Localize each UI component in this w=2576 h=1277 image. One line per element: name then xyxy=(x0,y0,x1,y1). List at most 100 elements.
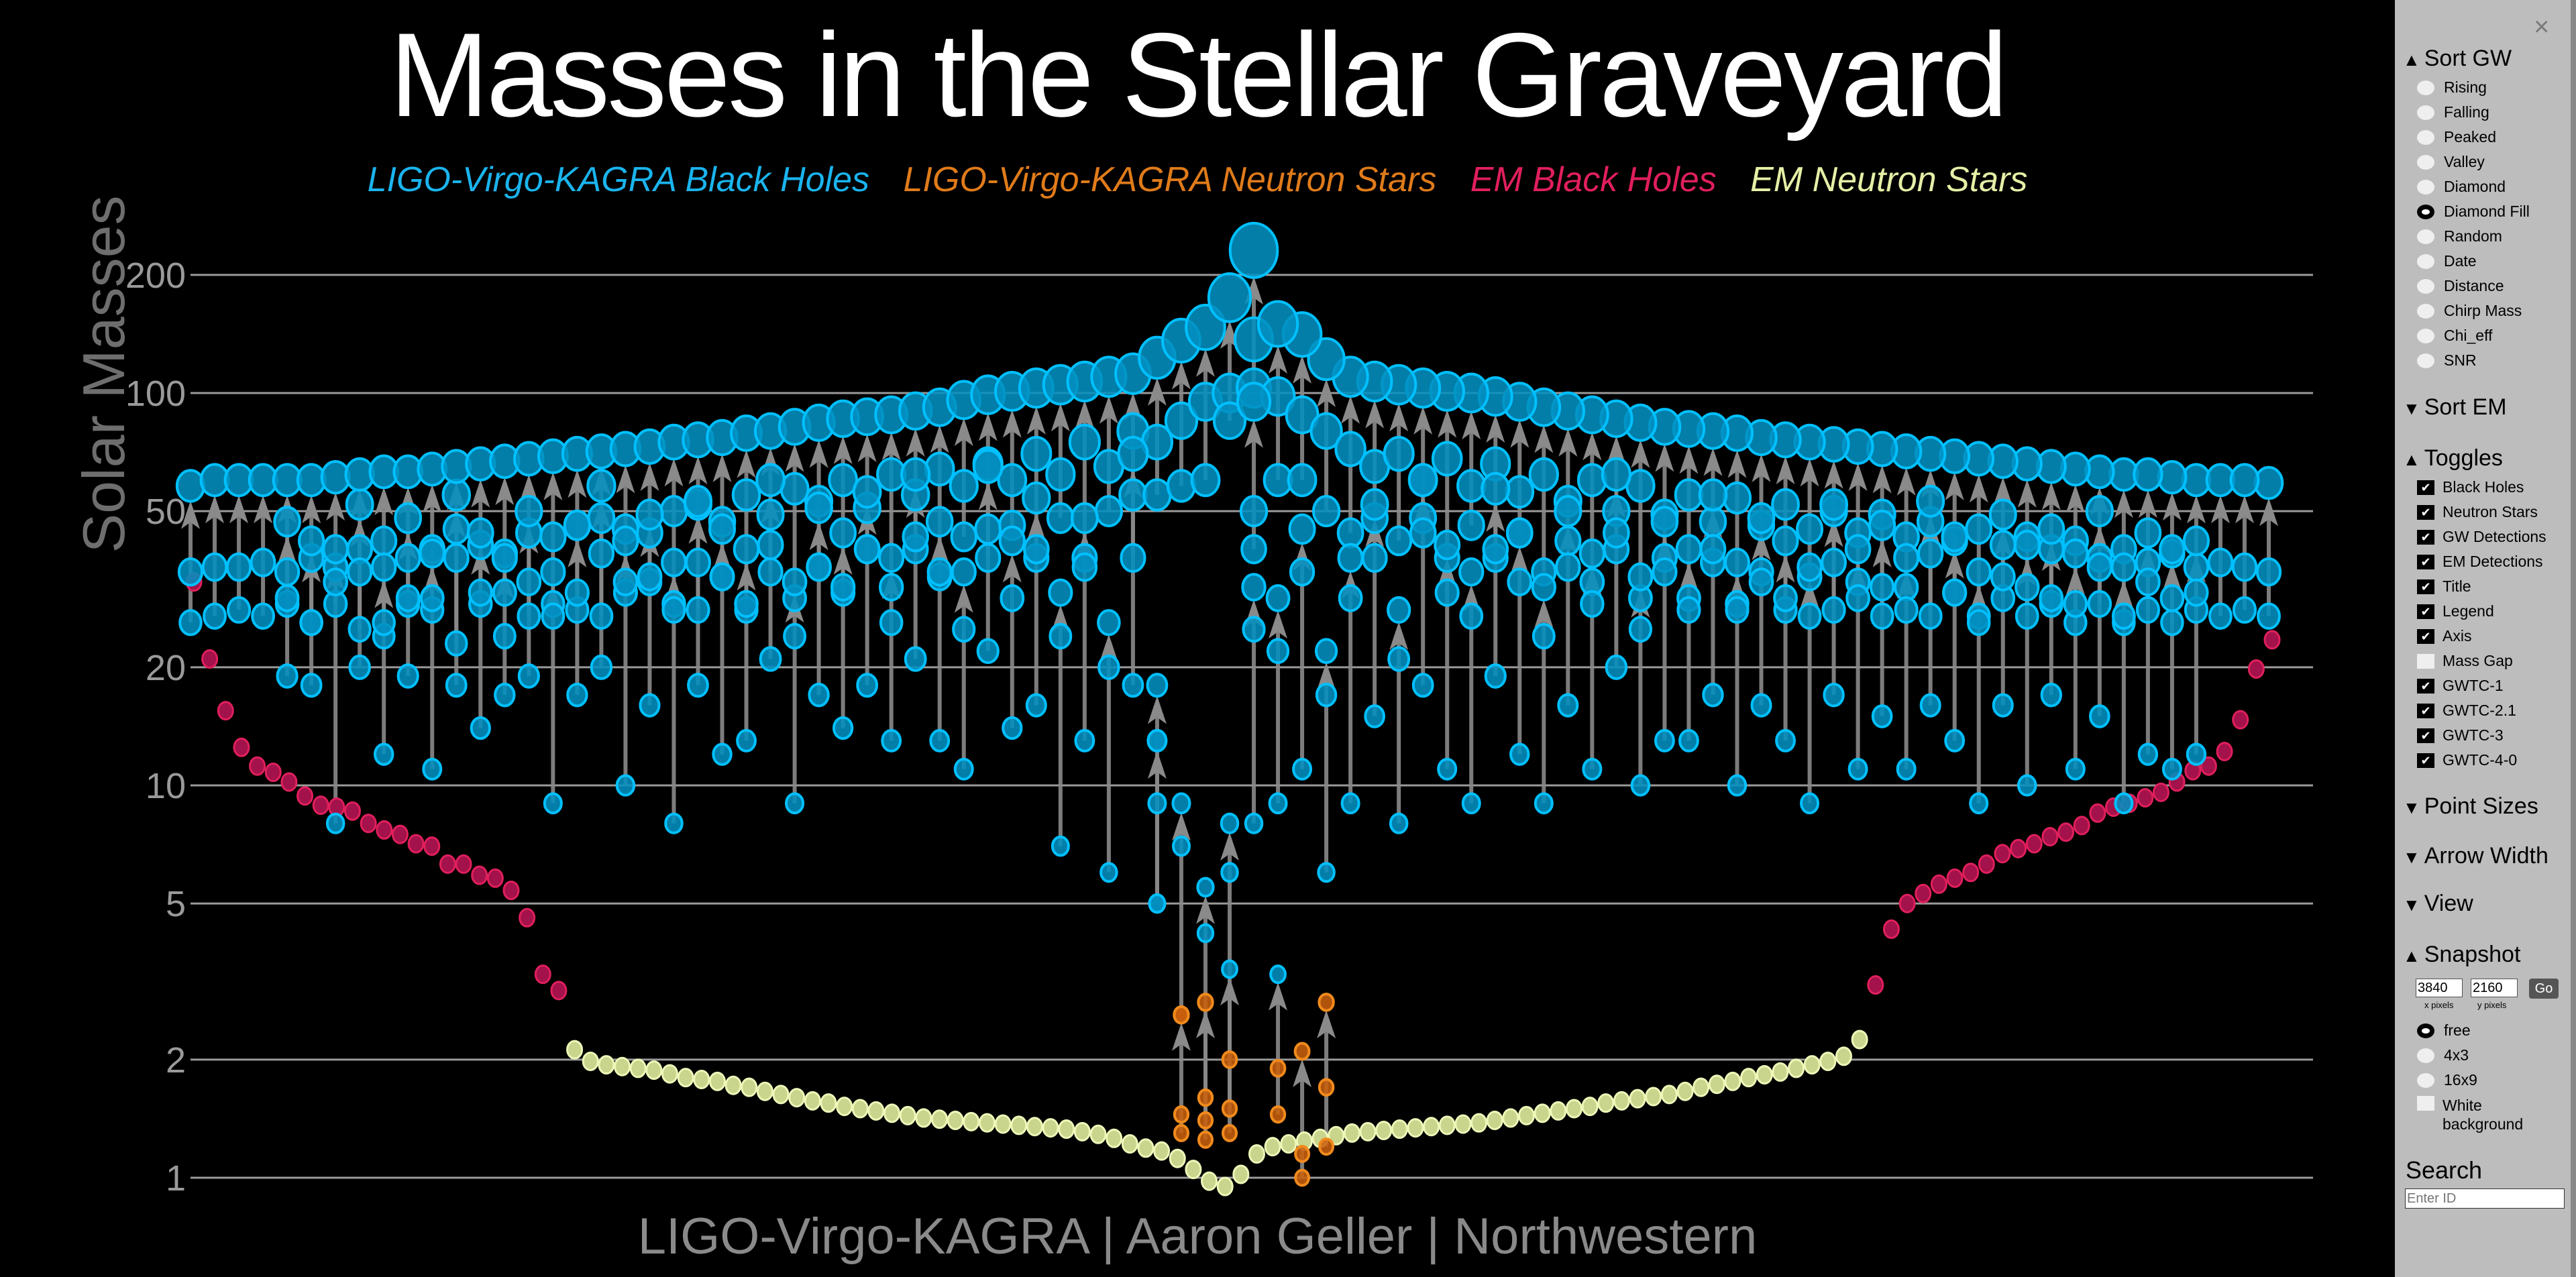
gw-component-black-hole xyxy=(1699,506,1727,538)
toggle-neutron-stars[interactable]: ✔ Neutron Stars xyxy=(2417,503,2538,521)
toggle-mass-gap[interactable]: Mass Gap xyxy=(2417,652,2513,670)
sort-gw-header[interactable]: ▲ Sort GW xyxy=(2403,46,2512,72)
gw-component-neutron-star xyxy=(1294,1168,1310,1187)
toggle-legend[interactable]: ✔ Legend xyxy=(2417,602,2494,620)
gw-arrowhead xyxy=(1317,1010,1336,1039)
sort-option-chi-eff[interactable]: Chi_eff xyxy=(2417,327,2492,345)
arrow-width-header-label: Arrow Width xyxy=(2424,843,2548,869)
gw-arrowhead xyxy=(1002,554,1022,583)
collapse-triangle-icon: ▲ xyxy=(2403,946,2420,966)
gw-component-black-hole xyxy=(2257,602,2281,630)
point-sizes-header[interactable]: ▼ Point Sizes xyxy=(2403,793,2538,820)
sidebar-scrollbar[interactable] xyxy=(2571,0,2576,1277)
sort-option-distance[interactable]: Distance xyxy=(2417,277,2504,295)
em-neutron-star-point xyxy=(756,1081,773,1101)
sort-em-header[interactable]: ▼ Sort EM xyxy=(2403,394,2507,421)
snapshot-y-input[interactable] xyxy=(2471,979,2518,997)
snapshot-header[interactable]: ▲ Snapshot xyxy=(2403,942,2520,968)
gw-remnant-black-hole xyxy=(2182,525,2210,557)
gw-arrowhead xyxy=(954,584,973,613)
gw-remnant-black-hole xyxy=(441,478,472,512)
em-neutron-star-point xyxy=(1042,1118,1059,1138)
expand-triangle-icon: ▼ xyxy=(2403,398,2420,419)
aspect-option-16x9[interactable]: 16x9 xyxy=(2417,1071,2477,1089)
toggle-title[interactable]: ✔ Title xyxy=(2417,577,2471,596)
gw-component-black-hole xyxy=(1051,835,1070,857)
toggle-black-holes[interactable]: ✔ Black Holes xyxy=(2417,478,2524,496)
snapshot-go-button[interactable]: Go xyxy=(2529,979,2559,999)
gw-component-black-hole xyxy=(517,602,541,630)
toggle-gwtc-4-0[interactable]: ✔ GWTC-4-0 xyxy=(2417,751,2517,769)
toggle-axis[interactable]: ✔ Axis xyxy=(2417,627,2471,645)
gw-component-black-hole xyxy=(1628,616,1653,643)
legend-em-black-holes: EM Black Holes xyxy=(1470,160,1717,199)
snapshot-x-input[interactable] xyxy=(2416,979,2463,997)
gw-component-neutron-star xyxy=(1294,1145,1311,1163)
gw-arrowhead xyxy=(2162,492,2182,521)
gw-component-black-hole xyxy=(1364,704,1385,728)
gw-arrowhead xyxy=(1002,409,1022,438)
radio-icon xyxy=(2417,1048,2434,1063)
toggle-gwtc-1[interactable]: ✔ GWTC-1 xyxy=(2417,677,2504,695)
sort-option-rising[interactable]: Rising xyxy=(2417,78,2487,97)
checkbox-icon: ✔ xyxy=(2417,554,2434,569)
sort-option-diamond[interactable]: Diamond xyxy=(2417,178,2506,196)
em-neutron-star-point xyxy=(1502,1108,1519,1128)
gw-component-black-hole xyxy=(1676,596,1701,624)
aspect-option-free[interactable]: free xyxy=(2417,1021,2471,1040)
gw-remnant-black-hole xyxy=(661,547,687,577)
gw-component-black-hole xyxy=(300,673,323,698)
sort-option-valley[interactable]: Valley xyxy=(2417,153,2485,171)
gw-arrowhead xyxy=(1195,348,1215,377)
white-background-toggle[interactable]: White background xyxy=(2417,1096,2523,1133)
radio-icon xyxy=(2417,328,2434,343)
option-label: Diamond xyxy=(2444,178,2506,195)
gw-arrowhead xyxy=(688,515,708,544)
gw-arrowhead xyxy=(1075,400,1094,429)
close-icon[interactable]: × xyxy=(2534,12,2550,42)
sort-option-peaked[interactable]: Peaked xyxy=(2417,128,2496,146)
view-header[interactable]: ▼ View xyxy=(2403,891,2473,917)
search-input[interactable] xyxy=(2405,1188,2565,1209)
em-black-hole-point xyxy=(360,814,377,834)
arrow-width-header[interactable]: ▼ Arrow Width xyxy=(2403,843,2548,869)
sort-option-snr[interactable]: SNR xyxy=(2417,351,2477,370)
sort-option-diamond-fill[interactable]: Diamond Fill xyxy=(2417,203,2530,221)
gw-remnant-neutron-star xyxy=(1318,993,1335,1012)
sort-option-date[interactable]: Date xyxy=(2417,252,2477,270)
gw-arrowhead xyxy=(1534,599,1554,628)
toggle-gwtc-3[interactable]: ✔ GWTC-3 xyxy=(2417,726,2504,744)
toggle-em-detections[interactable]: ✔ EM Detections xyxy=(2417,553,2543,571)
gw-arrowhead xyxy=(1269,610,1288,638)
gw-component-black-hole xyxy=(756,498,785,531)
gw-remnant-black-hole xyxy=(297,525,325,557)
toggle-gwtc-2-1[interactable]: ✔ GWTC-2.1 xyxy=(2417,702,2516,720)
em-neutron-star-point xyxy=(1201,1171,1218,1191)
gw-arrowhead xyxy=(2114,490,2133,518)
gw-arrowhead xyxy=(930,425,949,453)
point-sizes-header-label: Point Sizes xyxy=(2424,793,2538,819)
gw-component-black-hole xyxy=(1652,557,1678,587)
sort-option-falling[interactable]: Falling xyxy=(2417,103,2489,121)
em-neutron-star-point xyxy=(1629,1089,1646,1109)
gw-component-black-hole xyxy=(445,673,468,698)
gw-component-black-hole xyxy=(1166,469,1197,503)
em-neutron-star-point xyxy=(1232,1164,1250,1184)
sort-option-chirp-mass[interactable]: Chirp Mass xyxy=(2417,302,2522,320)
em-neutron-star-point xyxy=(1106,1128,1123,1148)
gw-component-black-hole xyxy=(347,616,372,643)
gw-arrowhead xyxy=(1607,435,1626,464)
aspect-option-4x3[interactable]: 4x3 xyxy=(2417,1046,2469,1064)
gw-remnant-black-hole xyxy=(755,463,786,498)
gw-component-black-hole xyxy=(1268,792,1288,815)
em-black-hole-point xyxy=(519,907,536,928)
radio-icon xyxy=(2417,1023,2434,1038)
toggles-header[interactable]: ▲ Toggles xyxy=(2403,445,2503,471)
gw-component-black-hole xyxy=(1532,622,1556,650)
sort-option-random[interactable]: Random xyxy=(2417,227,2502,245)
em-neutron-star-point xyxy=(1089,1124,1107,1144)
collapse-triangle-icon: ▲ xyxy=(2403,449,2420,469)
sort-gw-header-label: Sort GW xyxy=(2424,46,2512,71)
toggle-gw-detections[interactable]: ✔ GW Detections xyxy=(2417,528,2546,546)
gw-remnant-black-hole xyxy=(1627,562,1654,592)
